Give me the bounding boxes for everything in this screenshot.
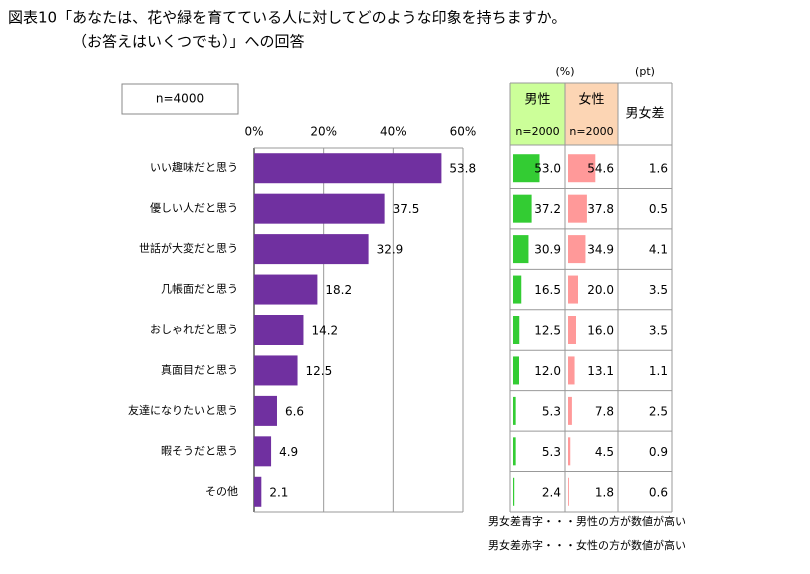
bar: [254, 193, 385, 224]
column-n: n=2000: [569, 125, 613, 138]
table-value: 37.8: [587, 202, 614, 216]
value-label: 4.9: [279, 445, 298, 459]
diff-value: 3.5: [649, 283, 668, 297]
bar: [254, 274, 318, 305]
diff-value: 1.6: [649, 162, 668, 176]
note: 男女差青字・・・男性の方が数値が高い: [488, 514, 686, 528]
column-header: 男女差: [625, 106, 664, 122]
category-label: 真面目だと思う: [161, 362, 238, 376]
table-value: 20.0: [587, 283, 614, 297]
table-value: 13.1: [587, 364, 614, 378]
column-n: n=2000: [515, 125, 559, 138]
sample-box: [121, 83, 239, 115]
diff-value: 1.1: [649, 364, 668, 378]
value-label: 18.2: [325, 283, 352, 297]
mini-bar: [513, 154, 540, 183]
mini-bar: [513, 437, 516, 466]
bar: [254, 355, 298, 386]
mini-bar: [568, 477, 569, 506]
column-header: 女性: [578, 92, 604, 108]
category-label: 世話が大変だと思う: [139, 241, 238, 255]
unit-label: (pt): [635, 65, 655, 78]
bar: [254, 153, 442, 184]
table-value: 1.8: [595, 485, 614, 499]
category-label: 暇そうだと思う: [161, 444, 238, 457]
table-value: 16.0: [587, 324, 614, 338]
value-label: 32.9: [377, 243, 404, 257]
value-label: 53.8: [449, 162, 476, 176]
table-value: 4.5: [595, 445, 614, 459]
bar: [254, 395, 277, 426]
category-label: 几帳面だと思う: [161, 282, 238, 296]
x-tick-label: 0%: [244, 125, 263, 139]
mini-bar: [568, 396, 572, 425]
table-value: 5.3: [542, 404, 561, 418]
category-label: 優しい人だと思う: [150, 202, 238, 215]
value-label: 6.6: [285, 404, 304, 418]
mini-bar: [513, 396, 516, 425]
value-label: 37.5: [393, 202, 420, 216]
table-value: 16.5: [534, 283, 561, 297]
sample: n=4000: [156, 92, 204, 106]
mini-bar: [513, 356, 519, 385]
column-header: 男性: [524, 93, 550, 108]
diff-value: 2.5: [649, 404, 668, 418]
bar: [254, 436, 272, 467]
mini-bar: [568, 154, 596, 183]
x-tick-label: 60%: [450, 125, 477, 139]
value-label: 14.2: [311, 324, 338, 338]
table-value: 30.9: [534, 243, 561, 257]
value-label: 2.1: [269, 485, 288, 499]
unit-label: (%): [555, 65, 574, 78]
category-label: おしゃれだと思う: [150, 323, 238, 336]
title-line: （お答えはいくつでも）」への回答: [72, 33, 305, 51]
diff-value: 3.5: [649, 324, 668, 338]
mini-bar: [568, 316, 576, 344]
diff-value: 0.5: [649, 202, 668, 216]
mini-bar: [568, 356, 575, 385]
diff-value: 4.1: [649, 243, 668, 257]
mini-bar: [513, 235, 529, 264]
note: 男女差赤字・・・女性の方が数値が高い: [488, 538, 686, 552]
x-tick-label: 40%: [380, 125, 407, 139]
header-cell: [510, 83, 565, 145]
category-label: 友達になりたいと思う: [128, 403, 238, 417]
table-value: 5.3: [542, 445, 561, 459]
table-value: 7.8: [595, 404, 614, 418]
table-value: 12.0: [534, 364, 561, 378]
diff-value: 0.9: [649, 445, 668, 459]
table-value: 34.9: [587, 243, 614, 257]
mini-bar: [513, 477, 515, 506]
bar: [254, 234, 369, 265]
mini-bar: [513, 275, 522, 304]
category-label: いい趣味だと思う: [150, 160, 238, 174]
mini-bar: [568, 437, 571, 466]
mini-bar: [513, 194, 532, 223]
table-value: 12.5: [534, 324, 561, 338]
mini-bar: [568, 194, 587, 223]
x-tick-label: 20%: [310, 125, 337, 139]
mini-bar: [568, 275, 578, 304]
table-value: 37.2: [534, 202, 561, 216]
value-label: 12.5: [306, 364, 333, 378]
table-value: 53.0: [534, 162, 561, 176]
header-cell: [565, 83, 618, 145]
mini-bar: [568, 235, 586, 264]
table-value: 54.6: [587, 162, 614, 176]
category-label: その他: [205, 485, 238, 498]
diff-value: 0.6: [649, 485, 668, 499]
title-line: 図表10「あなたは、花や緑を育てている人に対してどのような印象を持ちますか。: [8, 9, 566, 27]
mini-bar: [513, 316, 520, 344]
table-value: 2.4: [542, 485, 561, 499]
bar: [254, 476, 262, 507]
bar: [254, 315, 304, 345]
